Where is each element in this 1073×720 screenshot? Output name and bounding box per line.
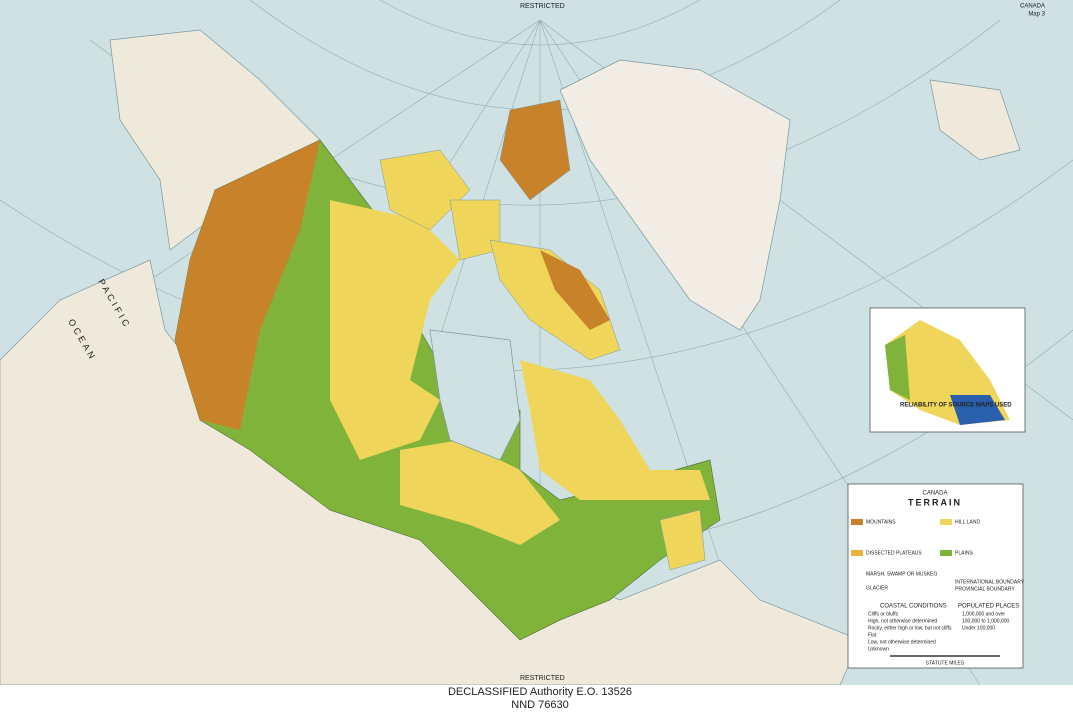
- footer-line: NND 76630: [511, 699, 568, 711]
- legend-title: CANADA: [922, 491, 947, 497]
- legend-item: MARSH, SWAMP OR MUSKEG: [866, 571, 938, 577]
- coastal-title: COASTAL CONDITIONS: [880, 604, 947, 610]
- places-item: Under 100,000: [962, 625, 995, 631]
- inset-map: RELIABILITY OF SOURCE MAPS USED: [869, 307, 1026, 433]
- stamp: RESTRICTED: [520, 675, 565, 682]
- legend: CANADA TERRAIN MOUNTAINS HILL LAND DISSE…: [847, 483, 1025, 669]
- footer-bg: [0, 685, 1073, 720]
- legend-item: PLAINS: [955, 550, 973, 556]
- legend-item: DISSECTED PLATEAUS: [866, 550, 922, 556]
- legend-item: PROVINCIAL BOUNDARY: [955, 586, 1015, 592]
- canada-terrain: [174, 99, 721, 641]
- legend-item: INTERNATIONAL BOUNDARY: [955, 579, 1025, 585]
- coastal-item: Cliffs or bluffs: [868, 611, 899, 617]
- scale-label: STATUTE MILES: [926, 660, 965, 666]
- swatch: [851, 550, 863, 556]
- coastal-item: High, not otherwise determined: [868, 618, 937, 624]
- legend-item: HILL LAND: [955, 519, 980, 525]
- legend-item: MOUNTAINS: [866, 519, 896, 525]
- coastal-item: Unknown: [868, 646, 889, 652]
- swatch: [851, 519, 863, 525]
- swatch: [940, 519, 952, 525]
- coastal-item: Rocky, either high or low, but not cliff…: [868, 625, 952, 631]
- legend-item: GLACIER: [866, 585, 888, 591]
- inset-title: RELIABILITY OF SOURCE MAPS USED: [900, 403, 1012, 409]
- coastal-item: Low, not otherwise determined: [868, 639, 936, 645]
- swatch: [940, 550, 952, 556]
- header-map-number: Map 3: [1028, 12, 1045, 18]
- footer-line: DECLASSIFIED Authority E.O. 13526: [448, 686, 632, 698]
- legend-subtitle: TERRAIN: [908, 497, 962, 507]
- land: [0, 29, 1021, 686]
- header-country: CANADA: [1020, 4, 1045, 10]
- stamp: RESTRICTED: [520, 3, 565, 10]
- coastal-item: Flat: [868, 632, 877, 638]
- places-title: POPULATED PLACES: [958, 604, 1019, 610]
- places-item: 100,000 to 1,000,000: [962, 618, 1009, 624]
- places-item: 1,000,000 and over: [962, 611, 1005, 617]
